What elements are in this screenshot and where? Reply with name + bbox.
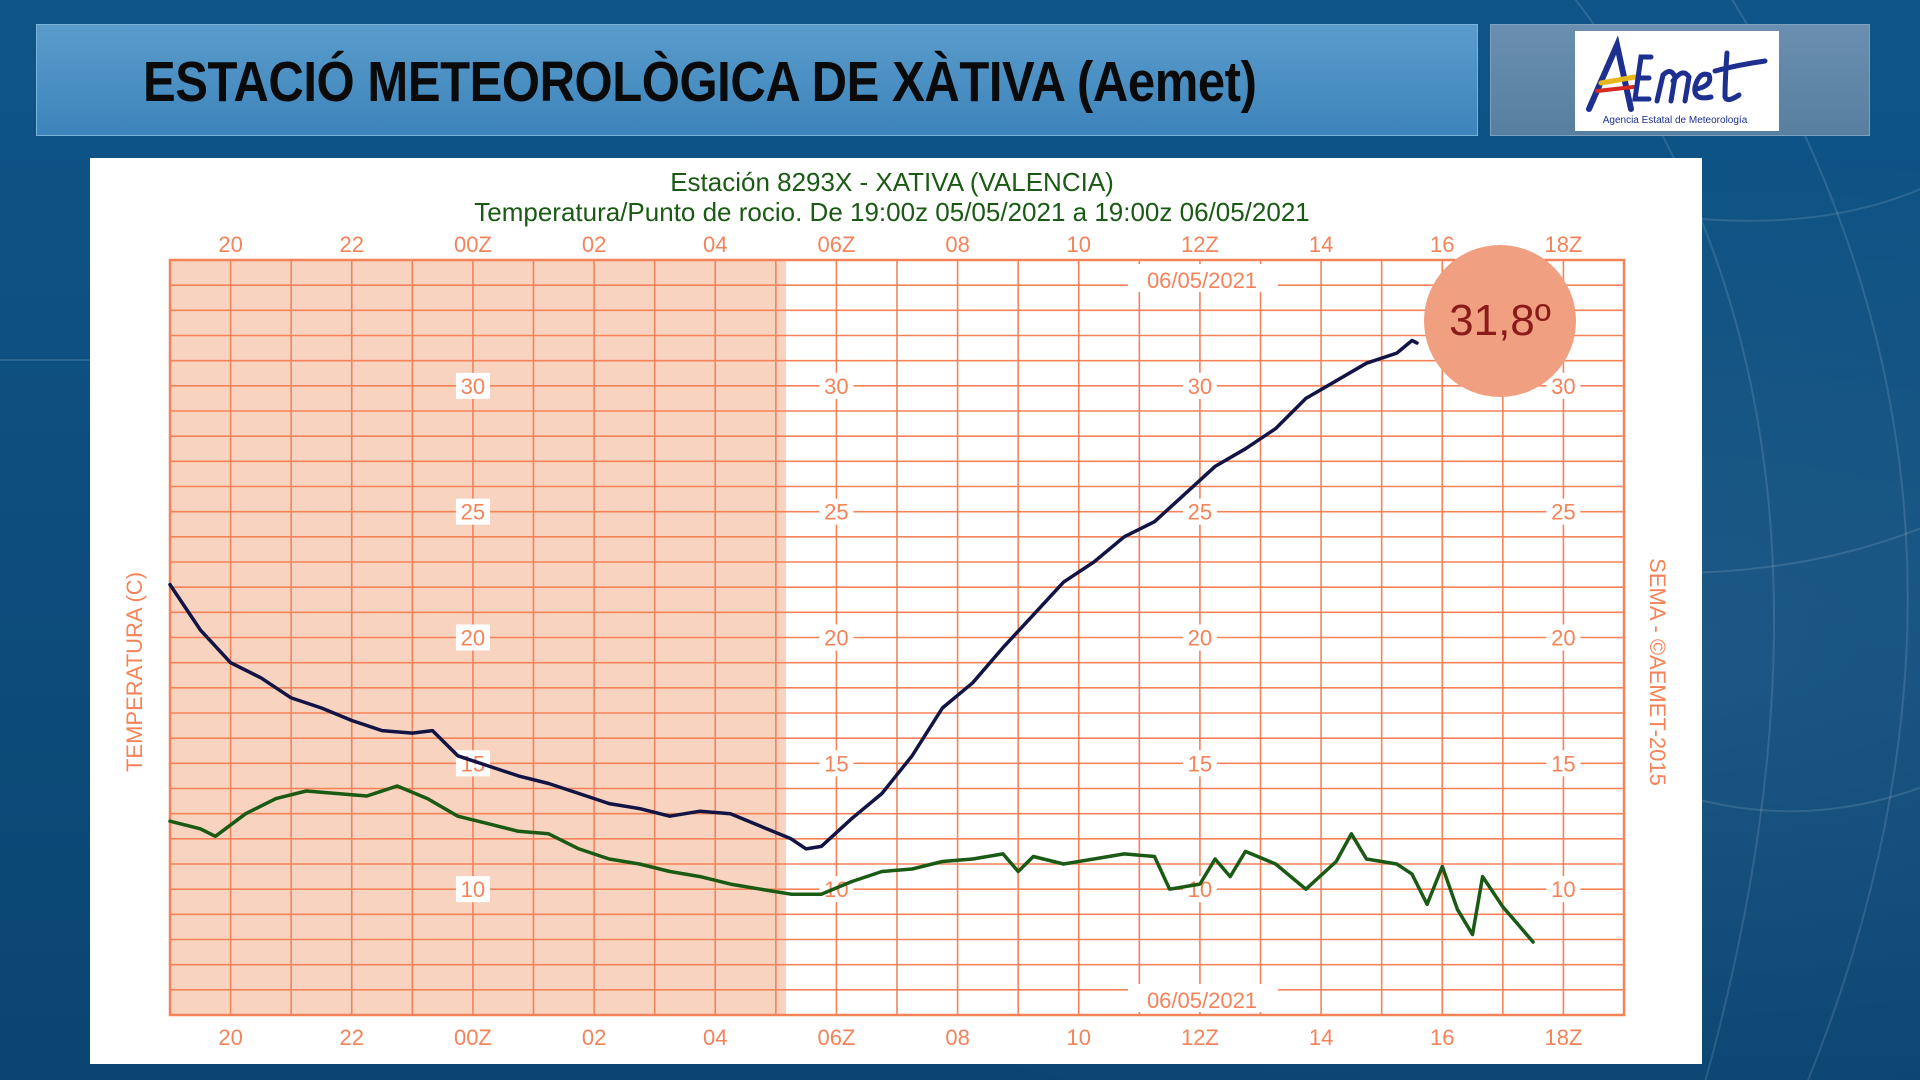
y-tick-label: 30 (461, 374, 485, 399)
y-tick-label-bg (1182, 498, 1217, 525)
y-tick-label: 25 (461, 500, 485, 525)
y-tick-label: 20 (1551, 626, 1575, 651)
x-tick-label-bottom: 10 (1067, 1025, 1091, 1050)
y-tick-label-bg (1546, 372, 1581, 399)
y-tick-label: 15 (824, 751, 848, 776)
x-tick-label-bottom: 08 (945, 1025, 969, 1050)
y-tick-label: 30 (1188, 374, 1212, 399)
y-tick-label: 20 (461, 626, 485, 651)
y-tick-label-bg (819, 498, 854, 525)
y-axis-label: TEMPERATURA (C) (122, 572, 147, 772)
dew_point-series-line (168, 784, 1535, 944)
x-tick-label-top: 16 (1430, 232, 1454, 257)
x-tick-label-top: 14 (1309, 232, 1333, 257)
y-tick-label: 20 (1188, 626, 1212, 651)
y-tick-label-bg (1546, 876, 1581, 903)
x-tick-label-top: 00Z (454, 232, 492, 257)
y-tick-label: 15 (1188, 751, 1212, 776)
current-temperature-badge: 31,8º (1424, 245, 1576, 397)
y-tick-label-bg (819, 750, 854, 777)
x-tick-label-top: 18Z (1544, 232, 1582, 257)
x-tick-labels: 20 20 22 22 00Z 00Z 02 02 04 04 06Z 06Z 08 08 10 10 12Z 1… (218, 232, 1582, 1050)
x-tick-label-top: 06Z (817, 232, 855, 257)
y-tick-label: 10 (461, 877, 485, 902)
plot-border (168, 258, 1626, 1017)
x-tick-label-bottom: 16 (1430, 1025, 1454, 1050)
y-tick-label: 25 (824, 500, 848, 525)
x-tick-label-bottom: 20 (218, 1025, 242, 1050)
logo-panel: Agencia Estatal de Meteorología (1490, 24, 1870, 136)
date-label-top: 06/05/2021 (1147, 268, 1257, 293)
x-tick-label-top: 22 (340, 232, 364, 257)
chart-title: Estación 8293X - XATIVA (VALENCIA) (670, 167, 1114, 197)
y-tick-label: 20 (824, 626, 848, 651)
x-tick-label-bottom: 06Z (817, 1025, 855, 1050)
aemet-logo: Agencia Estatal de Meteorología (1575, 31, 1779, 131)
y-tick-label: 15 (1551, 751, 1575, 776)
y-tick-label-bg (1182, 750, 1217, 777)
chart-grid (168, 258, 1626, 1017)
x-tick-label-top: 12Z (1181, 232, 1219, 257)
x-tick-label-top: 04 (703, 232, 727, 257)
chart-subtitle: Temperatura/Punto de rocio. De 19:00z 05… (474, 197, 1310, 227)
page-title: ESTACIÓ METEOROLÒGICA DE XÀTIVA (Aemet) (143, 50, 1257, 114)
y-tick-label-bg (1546, 624, 1581, 651)
y-tick-label: 25 (1188, 500, 1212, 525)
aemet-logo-caption: Agencia Estatal de Meteorología (1603, 115, 1748, 126)
y-tick-label-bg (455, 498, 490, 525)
y-tick-label: 30 (824, 374, 848, 399)
y-tick-label-bg (819, 372, 854, 399)
copyright-label: SEMA - ©AEMET-2015 (1645, 558, 1670, 786)
x-tick-label-bottom: 14 (1309, 1025, 1333, 1050)
temperature-series-line (168, 338, 1419, 851)
chart-panel: 10 15 20 25 30 10 15 20 25 30 10 15 20 25 30 10 15 20 25 30… (90, 158, 1702, 1064)
y-tick-label-bg (1546, 498, 1581, 525)
y-tick-label: 10 (1551, 877, 1575, 902)
series-layer (168, 338, 1535, 944)
x-tick-label-top: 02 (582, 232, 606, 257)
x-tick-label-bottom: 02 (582, 1025, 606, 1050)
y-tick-label-bg (1546, 750, 1581, 777)
title-bar: ESTACIÓ METEOROLÒGICA DE XÀTIVA (Aemet) (36, 24, 1478, 136)
meteogram-chart: 1015202530101520253010152025301015202530… (122, 167, 1670, 1050)
y-tick-label: 25 (1551, 500, 1575, 525)
x-tick-label-bottom: 12Z (1181, 1025, 1219, 1050)
y-tick-label: 30 (1551, 374, 1575, 399)
y-tick-label-bg (1182, 372, 1217, 399)
current-temperature-value: 31,8º (1449, 296, 1551, 345)
x-tick-label-top: 08 (945, 232, 969, 257)
x-tick-label-bottom: 22 (340, 1025, 364, 1050)
x-tick-label-bottom: 00Z (454, 1025, 492, 1050)
x-tick-label-top: 20 (218, 232, 242, 257)
date-label-bottom: 06/05/2021 (1147, 988, 1257, 1013)
y-tick-label-bg (455, 876, 490, 903)
y-tick-label-bg (819, 624, 854, 651)
y-tick-label-bg (455, 624, 490, 651)
y-tick-label-bg (1182, 624, 1217, 651)
aemet-logo-mark: Agencia Estatal de Meteorología (1586, 35, 1768, 126)
x-tick-label-bottom: 04 (703, 1025, 727, 1050)
y-tick-label-bg (455, 372, 490, 399)
y-tick-label-bg (1182, 876, 1217, 903)
x-tick-label-bottom: 18Z (1544, 1025, 1582, 1050)
x-tick-label-top: 10 (1067, 232, 1091, 257)
